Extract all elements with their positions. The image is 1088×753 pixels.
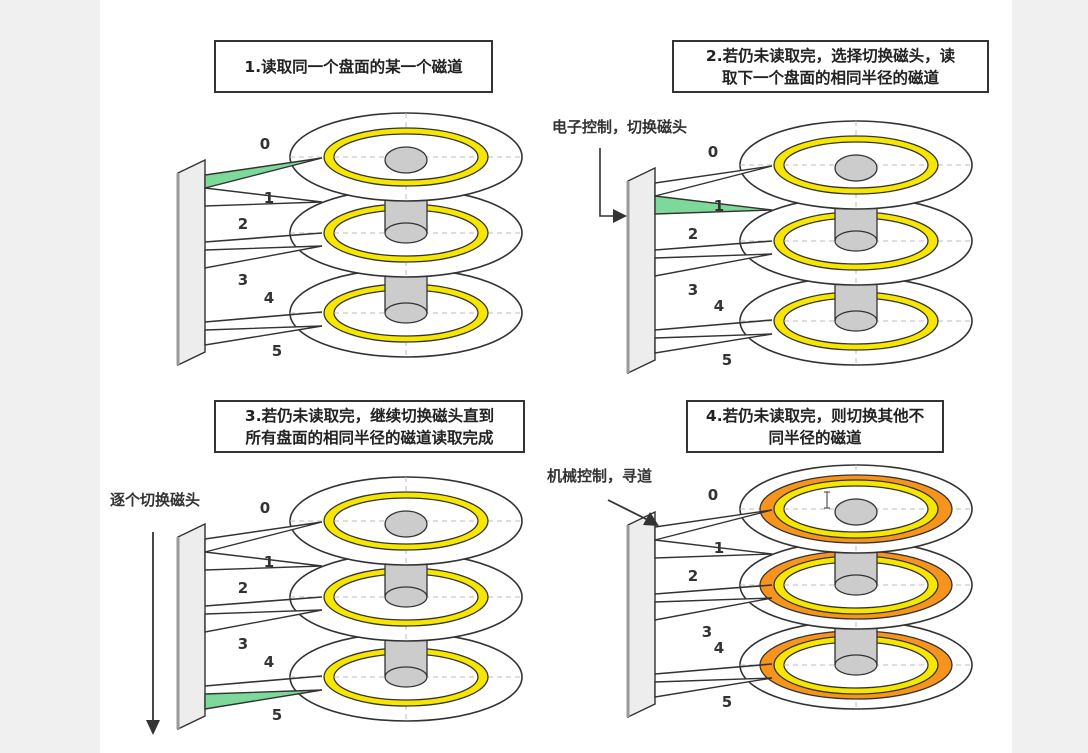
panel-3-title: 3.若仍未读取完，继续切换磁头直到 所有盘面的相同半径的磁道读取完成 [214,400,525,453]
panel-3-head-label-5: 5 [271,706,283,724]
panel-1-head-arm-5 [204,325,323,346]
panel-1-head-label-1: 1 [263,189,275,207]
panel-3-head-label-4: 4 [263,653,275,671]
panel-3-actuator-front [177,522,206,731]
panel-2-spindle-upper-spindle-bottom [834,230,878,252]
panel-2-title: 2.若仍未读取完，选择切换磁头，读 取下一个盘面的相同半径的磁道 [672,40,989,93]
panel-2-head-label-4: 4 [713,297,725,315]
panel-4-title: 4.若仍未读取完，则切换其他不 同半径的磁道 [686,400,944,453]
panel-2-title-text: 2.若仍未读取完，选择切换磁头，读 取下一个盘面的相同半径的磁道 [705,46,956,87]
panel-4-title-text: 4.若仍未读取完，则切换其他不 同半径的磁道 [705,406,925,447]
panel-2-head-arm-0 [654,165,773,197]
panel-2-spindle-cap [834,154,878,182]
panel-2-diagram [626,120,973,375]
panel-1-spindle-upper-spindle-bottom [384,222,428,244]
panel-1-spindle-cap [384,146,428,174]
panel-4-diagram [626,464,973,719]
panel-3-head-arm-0 [204,521,323,553]
panel-4-head-label-2: 2 [687,567,699,585]
panel-4-head-label-0: 0 [707,486,719,504]
panel-2-head-label-1: 1 [713,197,725,215]
panel-2-head-arm-3 [654,253,773,277]
panel-1-title-text: 1.读取同一个盘面的某一个磁道 [244,57,463,76]
panel-4-spindle-cap [834,498,878,526]
panel-3-spindle-lower-spindle-bottom [384,666,428,688]
panel-4-spindle-lower-spindle-bottom [834,654,878,676]
panel-2-head-label-2: 2 [687,225,699,243]
panel-4-head-arm-4 [654,663,773,675]
panel-1-head-arm-3 [204,245,323,269]
panel-4-arrow-head [643,512,659,526]
panel-4-actuator-front [627,510,656,719]
panel-2-actuator-front [627,166,656,375]
panel-1-head-arm-2 [204,232,323,243]
panel-4-head-arm-5 [654,677,773,698]
panel-3-head-arm-2 [204,596,323,607]
panel-4-spindle-upper-spindle-bottom [834,574,878,596]
panel-3-head-arm-5 [204,689,323,710]
panel-4-head-label-1: 1 [713,539,725,557]
panel-3-title-text: 3.若仍未读取完，继续切换磁头直到 所有盘面的相同半径的磁道读取完成 [244,406,495,447]
panel-4-head-arm-2 [654,584,773,595]
panel-1-head-label-5: 5 [271,342,283,360]
panel-4-arrow-shaft [607,499,651,522]
panel-2-head-label-3: 3 [687,281,699,299]
text-cursor-icon [824,491,830,509]
panel-2-head-arm-4 [654,319,773,331]
panel-3-head-label-2: 2 [237,579,249,597]
panel-2-note-arrow [599,148,627,223]
panel-1-head-arm-1 [204,187,323,207]
panel-3-note-arrow [146,532,160,735]
panel-3-note: 逐个切换磁头 [110,491,201,509]
panel-2-head-arm-2 [654,240,773,251]
panel-2-head-label-0: 0 [707,143,719,161]
panel-2-arrow-shaft [599,148,618,217]
panel-3-head-label-1: 1 [263,553,275,571]
panel-3-arrow-head [146,720,160,735]
panel-3-head-arm-4 [204,675,323,687]
panel-3-spindle-cap [384,510,428,538]
panel-3-spindle-upper-spindle-bottom [384,586,428,608]
panel-2-head-arm-1 [654,195,773,215]
panel-4-note-arrow [607,499,659,526]
panel-4-head-arm-3 [654,597,773,621]
panel-4-note: 机械控制，寻道 [547,467,653,485]
panel-4-head-label-3: 3 [701,623,713,641]
panel-1-actuator-front [177,158,206,367]
panel-3-head-label-0: 0 [259,499,271,517]
panel-2-arrow-head [613,209,627,223]
panel-1-diagram [176,112,523,367]
panel-3-diagram [176,476,523,731]
panel-4-head-arm-1 [654,539,773,559]
panel-1-head-label-0: 0 [259,135,271,153]
panel-1-head-arm-0 [204,157,323,189]
panel-1-title: 1.读取同一个盘面的某一个磁道 [214,40,493,93]
panel-4-head-label-5: 5 [721,693,733,711]
panel-2-spindle-lower-spindle-bottom [834,310,878,332]
panel-1-head-label-4: 4 [263,289,275,307]
panel-1-head-arm-4 [204,311,323,323]
panel-3-head-label-3: 3 [237,635,249,653]
panel-3-head-arm-1 [204,551,323,571]
panel-1-head-label-2: 2 [237,215,249,233]
panel-3-head-arm-3 [204,609,323,633]
panel-4-head-arm-0 [654,509,773,541]
panel-1-spindle-lower-spindle-bottom [384,302,428,324]
panel-2-note: 电子控制，切换磁头 [552,118,688,136]
panel-4-head-label-4: 4 [713,639,725,657]
panel-1-head-label-3: 3 [237,271,249,289]
panel-2-head-label-5: 5 [721,351,733,369]
panel-2-head-arm-5 [654,333,773,354]
